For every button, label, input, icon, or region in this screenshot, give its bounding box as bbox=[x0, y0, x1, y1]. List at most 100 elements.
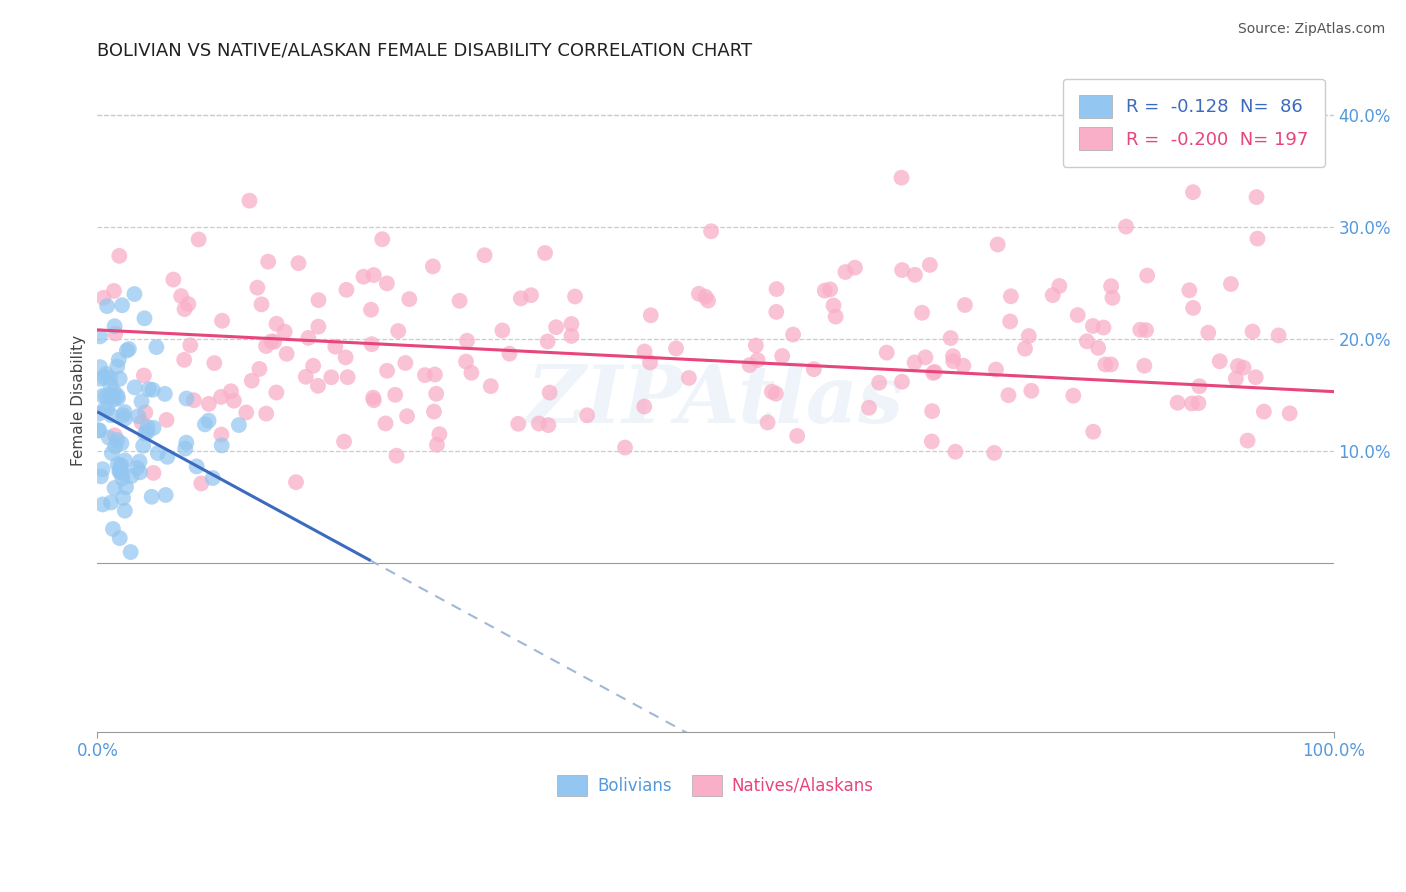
Point bbox=[987, 237, 1010, 252]
Point bbox=[394, 356, 416, 370]
Point bbox=[124, 380, 146, 394]
Point bbox=[155, 413, 177, 427]
Point bbox=[1047, 279, 1070, 293]
Point bbox=[398, 292, 420, 306]
Point bbox=[904, 355, 927, 369]
Point bbox=[695, 290, 717, 304]
Point bbox=[276, 347, 298, 361]
Point bbox=[1000, 289, 1022, 303]
Point bbox=[1094, 358, 1116, 372]
Point bbox=[194, 417, 217, 432]
Point bbox=[108, 465, 131, 479]
Point bbox=[1246, 190, 1268, 204]
Point bbox=[939, 331, 962, 345]
Point bbox=[1182, 185, 1205, 199]
Point bbox=[107, 352, 129, 367]
Point bbox=[460, 366, 482, 380]
Point bbox=[240, 374, 263, 388]
Point bbox=[209, 390, 232, 404]
Point bbox=[101, 522, 124, 536]
Point bbox=[371, 232, 394, 246]
Point bbox=[1232, 360, 1254, 375]
Point bbox=[153, 387, 176, 401]
Point bbox=[260, 334, 283, 349]
Point bbox=[134, 405, 156, 419]
Point bbox=[353, 269, 375, 284]
Point bbox=[576, 409, 599, 423]
Point bbox=[110, 436, 132, 450]
Point bbox=[87, 424, 110, 438]
Point bbox=[219, 384, 242, 399]
Point bbox=[115, 480, 138, 494]
Point bbox=[953, 298, 976, 312]
Point bbox=[1188, 379, 1211, 393]
Point bbox=[697, 293, 720, 308]
Point bbox=[100, 389, 122, 403]
Point bbox=[688, 286, 710, 301]
Point bbox=[211, 438, 233, 452]
Point bbox=[142, 383, 165, 397]
Point bbox=[1136, 268, 1159, 283]
Point bbox=[333, 434, 356, 449]
Point bbox=[425, 386, 447, 401]
Point bbox=[638, 355, 661, 369]
Point bbox=[202, 356, 225, 370]
Point bbox=[508, 417, 530, 431]
Point bbox=[91, 498, 114, 512]
Point bbox=[1021, 384, 1043, 398]
Point bbox=[107, 458, 129, 472]
Point bbox=[384, 388, 406, 402]
Point bbox=[426, 438, 449, 452]
Point bbox=[287, 256, 309, 270]
Point bbox=[235, 405, 257, 419]
Point bbox=[546, 320, 568, 334]
Point bbox=[104, 428, 127, 442]
Point bbox=[115, 343, 138, 358]
Point bbox=[891, 375, 914, 389]
Point bbox=[538, 385, 561, 400]
Point bbox=[254, 407, 277, 421]
Point bbox=[91, 389, 114, 403]
Point bbox=[761, 384, 783, 399]
Point bbox=[104, 326, 127, 341]
Point bbox=[921, 404, 943, 418]
Point bbox=[100, 495, 122, 509]
Point bbox=[924, 365, 946, 379]
Point bbox=[527, 417, 550, 431]
Point bbox=[868, 376, 890, 390]
Point bbox=[479, 379, 502, 393]
Point bbox=[360, 337, 382, 351]
Point bbox=[904, 268, 927, 282]
Point bbox=[104, 439, 127, 453]
Point bbox=[633, 400, 655, 414]
Point bbox=[112, 491, 135, 505]
Point bbox=[560, 317, 582, 331]
Point bbox=[103, 284, 125, 298]
Point bbox=[335, 283, 357, 297]
Point bbox=[105, 388, 128, 402]
Point bbox=[1099, 279, 1122, 293]
Point bbox=[1219, 277, 1241, 291]
Point bbox=[100, 378, 122, 392]
Point bbox=[1209, 354, 1232, 368]
Point bbox=[1135, 323, 1157, 337]
Point bbox=[110, 460, 132, 475]
Point bbox=[945, 444, 967, 458]
Point bbox=[321, 370, 343, 384]
Point bbox=[228, 417, 250, 432]
Point bbox=[814, 284, 837, 298]
Point bbox=[745, 338, 768, 352]
Y-axis label: Female Disability: Female Disability bbox=[72, 335, 86, 467]
Point bbox=[110, 462, 132, 476]
Point bbox=[1167, 396, 1189, 410]
Point bbox=[108, 531, 131, 545]
Point bbox=[104, 319, 127, 334]
Point bbox=[536, 334, 558, 349]
Point bbox=[1226, 359, 1249, 373]
Point bbox=[142, 421, 165, 435]
Point bbox=[155, 488, 177, 502]
Point bbox=[1244, 370, 1267, 384]
Point bbox=[890, 170, 912, 185]
Point bbox=[93, 370, 115, 384]
Point bbox=[238, 194, 260, 208]
